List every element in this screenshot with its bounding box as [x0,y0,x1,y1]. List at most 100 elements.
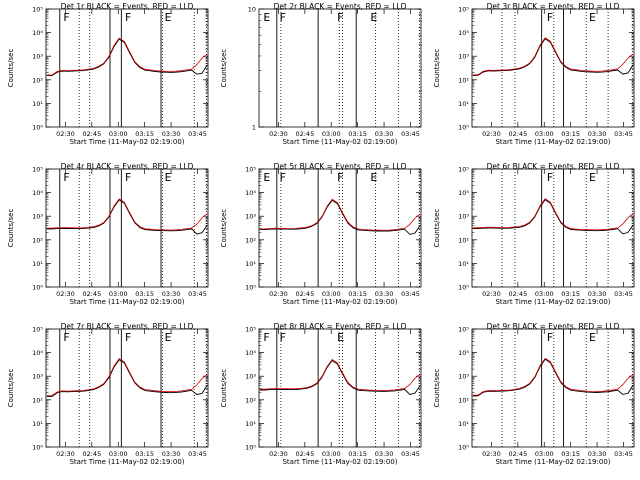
segment-marker: E [337,331,344,344]
segment-marker: E [165,11,172,24]
plot-title: Det 5r BLACK = Events, RED = LLD [274,162,407,171]
x-axis-label: Start Time (11-May-02 02:19:00) [282,138,397,146]
plot-title: Det 3r BLACK = Events, RED = LLD [487,2,620,11]
plot-panel: Det 8r BLACK = Events, RED = LLD 10⁰ 10¹ 10… [220,322,422,466]
segment-marker: E [370,11,377,24]
segment-marker: F [63,331,69,344]
y-tick-label: 10⁴ [32,349,43,357]
x-axis-label: Start Time (11-May-02 02:19:00) [495,458,610,466]
segment-marker: F [263,331,269,344]
segment-marker: E [263,11,270,24]
x-tick-label: 02:30 [269,450,288,458]
plot-frame [45,8,209,128]
y-tick-label: 10⁰ [458,444,469,452]
y-tick-label: 10⁴ [32,189,43,197]
y-tick-label: 10⁴ [245,189,256,197]
series-line [46,37,208,76]
plot-panel: Det 2r BLACK = Events, RED = LLD 1 10 Count… [220,2,422,146]
y-tick-label: 10² [32,76,43,84]
x-tick-label: 03:45 [188,450,207,458]
plot-title: Det 9r BLACK = Events, RED = LLD [487,322,620,331]
y-tick-label: 10⁴ [458,349,469,357]
segment-marker: F [63,11,69,24]
plot-title: Det 4r BLACK = Events, RED = LLD [61,162,194,171]
plot-frame [471,168,635,288]
y-axis-label: Counts/sec [7,209,15,248]
plot-frame [258,328,422,448]
x-axis-label: Start Time (11-May-02 02:19:00) [69,458,184,466]
series-line [472,358,634,397]
series-line [472,37,634,76]
y-tick-label: 10² [245,236,256,244]
y-tick-label: 10¹ [32,260,43,268]
plot-title: Det 6r BLACK = Events, RED = LLD [487,162,620,171]
x-tick-label: 03:45 [614,290,633,298]
series-line [46,359,208,397]
x-tick-label: 02:30 [269,290,288,298]
y-tick-label: 10⁰ [245,444,256,452]
y-tick-label: 10⁵ [245,326,256,334]
segment-marker: E [165,171,172,184]
y-tick-label: 10⁰ [32,124,43,132]
x-tick-label: 03:00 [109,130,128,138]
y-tick-label: 10⁰ [458,124,469,132]
y-tick-label: 10⁵ [458,166,469,174]
y-tick-label: 10⁵ [32,166,43,174]
x-tick-label: 03:00 [322,290,341,298]
segment-marker: E [589,11,596,24]
x-tick-label: 02:45 [82,450,101,458]
x-tick-label: 02:30 [482,130,501,138]
plot-title: Det 2r BLACK = Events, RED = LLD [274,2,407,11]
y-tick-label: 10⁴ [458,29,469,37]
x-tick-label: 03:00 [535,450,554,458]
x-tick-label: 02:45 [295,130,314,138]
x-tick-label: 03:30 [375,290,394,298]
x-tick-label: 03:30 [162,290,181,298]
series-line [472,357,634,396]
x-tick-label: 03:15 [348,130,367,138]
y-tick-label: 10² [32,236,43,244]
y-tick-label: 10³ [245,213,256,221]
plot-frame [471,8,635,128]
series-line [472,198,634,231]
plot-frame [258,168,422,288]
x-tick-label: 02:45 [295,450,314,458]
y-tick-label: 10¹ [458,260,469,268]
x-tick-label: 03:30 [162,130,181,138]
x-tick-label: 03:30 [588,450,607,458]
y-tick-label: 1 [252,124,256,132]
segment-marker: E [165,331,172,344]
plot-title: Det 7r BLACK = Events, RED = LLD [61,322,194,331]
x-tick-label: 03:00 [535,130,554,138]
x-tick-label: 02:45 [508,290,527,298]
plot-panel: Det 1r BLACK = Events, RED = LLD 10⁰ 10¹ 10… [7,2,209,146]
y-axis-label: Counts/sec [433,369,441,408]
y-tick-label: 10⁴ [32,29,43,37]
x-tick-label: 03:45 [614,450,633,458]
x-axis-label: Start Time (11-May-02 02:19:00) [495,298,610,306]
x-tick-label: 03:45 [188,290,207,298]
y-axis-label: Counts/sec [433,209,441,248]
plot-panel: Det 5r BLACK = Events, RED = LLD 10⁰ 10¹ 10… [220,162,422,306]
y-axis-label: Counts/sec [7,369,15,408]
segment-marker: F [547,11,553,24]
plot-frame [471,328,635,448]
x-tick-label: 03:15 [561,130,580,138]
x-tick-label: 03:30 [162,450,181,458]
series-line [259,199,421,235]
x-tick-label: 03:30 [588,130,607,138]
x-tick-label: 02:45 [508,130,527,138]
series-line [46,199,208,235]
y-tick-label: 10³ [458,373,469,381]
segment-marker: F [280,11,286,24]
x-tick-label: 03:00 [109,290,128,298]
y-tick-label: 10¹ [32,420,43,428]
x-tick-label: 03:15 [135,290,154,298]
plot-panel: Det 3r BLACK = Events, RED = LLD 10⁰ 10¹ 10… [433,2,635,146]
segment-marker: E [263,171,270,184]
series-line [46,38,208,77]
series-line [259,198,421,231]
plot-frame [45,328,209,448]
x-tick-label: 03:30 [375,450,394,458]
